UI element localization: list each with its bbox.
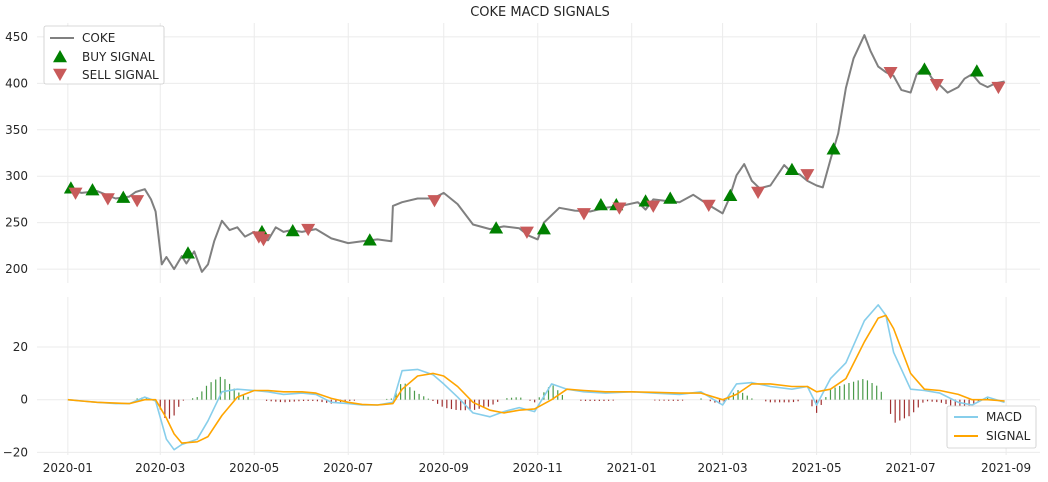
sell-signal-marker [883,66,898,80]
macd-legend: MACD SIGNAL [946,405,1037,449]
sell-signal-marker [301,223,316,237]
x-tick-label: 2020-09 [419,461,469,475]
x-axis: 2020-01 2020-03 2020-05 2020-07 2020-09 2020-… [43,461,1031,475]
buy-signal-marker [489,221,504,234]
price-legend-box [43,25,165,85]
macd-line [67,304,1005,451]
buy-signal-marker [663,191,678,204]
signal-line [67,314,1005,444]
sell-signal-marker [576,208,591,221]
price-y-tick-label: 200 [5,262,28,276]
sell-signal-marker [100,193,115,206]
macd-y-tick-label: 0 [20,393,28,407]
sell-signal-marker [612,202,627,215]
x-tick-label: 2021-09 [981,461,1031,475]
sell-signal-marker [991,81,1006,95]
buy-signal-marker [285,224,300,237]
x-tick-label: 2020-01 [43,461,93,475]
price-legend: COKE BUY SIGNAL SELL SIGNAL [43,25,165,85]
x-tick-label: 2020-03 [135,461,185,475]
x-tick-label: 2020-11 [513,461,563,475]
macd-y-tick-label: 20 [13,340,28,354]
sell-signal-marker [929,79,944,92]
x-tick-label: 2021-05 [792,461,842,475]
x-tick-label: 2021-01 [607,461,657,475]
legend-signal-label: SIGNAL [986,429,1031,443]
legend-sell-swatch [53,68,67,81]
buy-signal-marker [969,64,984,77]
sell-signal-marker [256,234,271,247]
buy-signal-marker [180,246,195,259]
x-tick-label: 2021-07 [886,461,936,475]
sell-signal-marker [68,187,83,200]
buy-signal-marker [784,162,799,175]
price-y-tick-label: 400 [5,76,28,90]
sell-signal-marker [427,195,442,208]
buy-signal-marker [593,198,608,211]
sell-signal-marker [130,195,145,208]
sell-signal-marker [646,200,661,213]
price-y-tick-label: 300 [5,169,28,183]
legend-buy-label: BUY SIGNAL [82,50,155,64]
sell-signal-marker [701,199,716,212]
x-tick-label: 2020-07 [323,461,373,475]
legend-buy-swatch [53,50,67,63]
legend-sell-label: SELL SIGNAL [82,68,159,82]
sell-signal-marker [519,226,534,239]
x-tick-label: 2021-03 [698,461,748,475]
price-line [69,34,1005,273]
price-y-tick-label: 350 [5,123,28,137]
buy-signal-marker [116,190,131,203]
chart-title: COKE MACD SIGNALS [470,5,610,20]
buy-signal-marker [826,142,841,155]
buy-signal-marker [362,233,377,246]
x-tick-label: 2020-05 [229,461,279,475]
sell-signal-marker [751,186,766,199]
macd-y-tick-label: −20 [3,445,28,459]
buy-signal-marker [723,188,738,201]
legend-coke-label: COKE [82,31,115,45]
buy-signal-marker [85,183,100,196]
legend-macd-label: MACD [986,410,1022,424]
price-y-tick-label: 250 [5,216,28,230]
buy-signal-marker [917,62,932,75]
buy-signal-marker [536,222,551,235]
price-panel: 200 250 300 350 400 450 [5,23,1040,283]
macd-panel: −20 0 20 [3,297,1040,459]
price-y-tick-label: 450 [5,30,28,44]
sell-signal-marker [800,169,815,182]
